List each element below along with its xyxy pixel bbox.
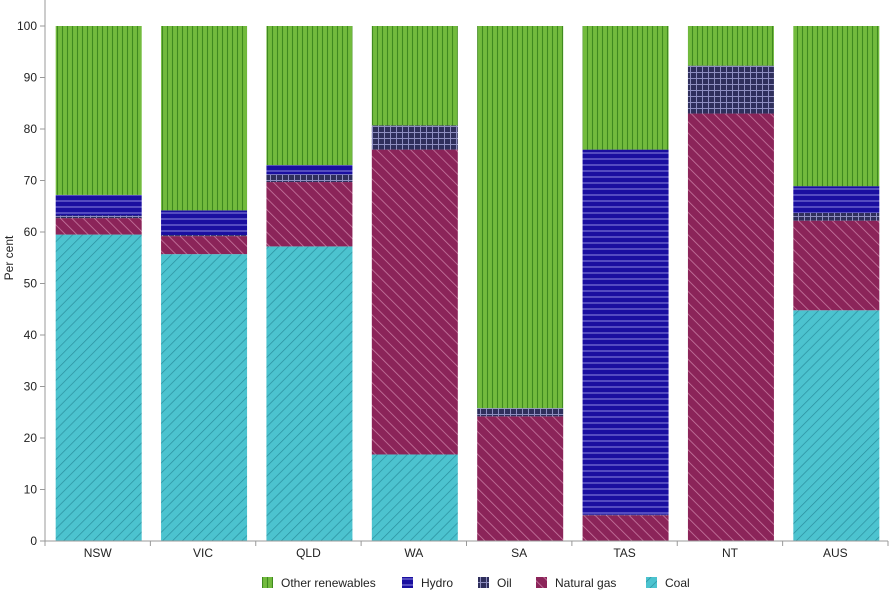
bar-tas-oil <box>582 514 669 516</box>
bars-group <box>55 26 880 542</box>
y-tick-label: 30 <box>24 380 38 394</box>
bar-qld-coal <box>266 246 353 542</box>
bar-nt-other-renewables <box>687 26 774 66</box>
bar-nt-natural-gas <box>687 113 774 542</box>
x-tick-label-vic: VIC <box>193 546 213 560</box>
legend: Other renewables Hydro Oil Natural gas Coal <box>262 576 690 590</box>
y-tick-label: 10 <box>24 483 38 497</box>
bar-vic-other-renewables <box>161 26 248 211</box>
y-tick-label: 70 <box>24 174 38 188</box>
legend-swatch-oil <box>478 577 489 588</box>
bar-tas-other-renewables <box>582 26 669 150</box>
bar-nsw-oil <box>55 215 142 219</box>
y-axis-title: Per cent <box>2 235 16 280</box>
bar-aus-hydro <box>793 186 880 213</box>
x-tick-label-sa: SA <box>511 546 527 560</box>
bar-aus-oil <box>793 212 880 221</box>
y-tick-label: 0 <box>30 534 37 548</box>
y-tick-label: 80 <box>24 122 38 136</box>
x-tick-label-nsw: NSW <box>84 546 113 560</box>
y-tick-label: 60 <box>24 225 38 239</box>
x-axis: NSW VIC QLD WA SA TAS NT AUS <box>44 540 889 560</box>
bar-vic-coal <box>161 254 248 541</box>
x-tick-label-wa: WA <box>404 546 423 560</box>
x-tick-label-nt: NT <box>722 546 739 560</box>
bar-nt-oil <box>687 65 774 114</box>
x-tick-label-aus: AUS <box>823 546 848 560</box>
bar-qld-hydro <box>266 165 353 175</box>
legend-swatch-other-renewables <box>262 577 273 588</box>
bar-aus-other-renewables <box>793 26 880 187</box>
y-tick-label: 90 <box>24 71 38 85</box>
bar-qld-natural-gas <box>266 182 353 247</box>
bar-vic-natural-gas <box>161 236 248 255</box>
bar-qld-other-renewables <box>266 26 353 166</box>
y-tick-label: 50 <box>24 277 38 291</box>
legend-label-oil: Oil <box>497 576 512 590</box>
bar-wa-coal <box>371 454 458 541</box>
bar-sa-oil <box>477 408 564 417</box>
bar-aus-natural-gas <box>793 220 880 311</box>
legend-swatch-natural-gas <box>536 577 547 588</box>
x-tick-label-tas: TAS <box>613 546 635 560</box>
bar-tas-hydro <box>582 149 669 515</box>
bar-sa-natural-gas <box>477 416 564 541</box>
legend-label-natural-gas: Natural gas <box>555 576 616 590</box>
x-tick-label-qld: QLD <box>296 546 321 560</box>
legend-label-coal: Coal <box>665 576 690 590</box>
bar-wa-other-renewables <box>371 26 458 126</box>
bar-nsw-other-renewables <box>55 26 142 195</box>
bar-aus-coal <box>793 310 880 541</box>
bar-sa-other-renewables <box>477 26 564 409</box>
bar-vic-oil <box>161 235 248 237</box>
legend-swatch-hydro <box>402 577 413 588</box>
legend-label-other-renewables: Other renewables <box>281 576 376 590</box>
bar-wa-natural-gas <box>371 149 458 455</box>
bar-vic-hydro <box>161 210 248 236</box>
y-tick-label: 20 <box>24 431 38 445</box>
bar-wa-oil <box>371 125 458 150</box>
bar-qld-oil <box>266 174 353 183</box>
y-tick-label: 40 <box>24 328 38 342</box>
legend-label-hydro: Hydro <box>421 576 453 590</box>
bar-nsw-coal <box>55 234 142 541</box>
bar-nsw-hydro <box>55 194 142 216</box>
y-tick-label: 100 <box>17 19 37 33</box>
legend-swatch-coal <box>646 577 657 588</box>
bar-nsw-natural-gas <box>55 218 142 235</box>
bar-tas-natural-gas <box>582 515 669 541</box>
y-axis: 0 10 20 30 40 50 60 70 80 90 100 <box>17 0 46 548</box>
